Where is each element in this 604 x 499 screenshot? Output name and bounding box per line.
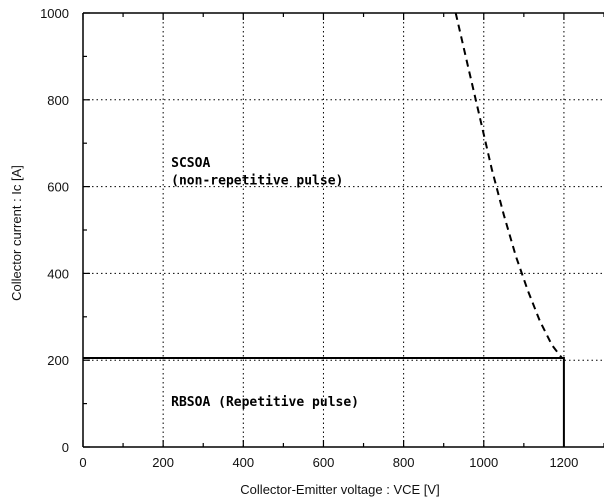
scsoa-sub-label: (non-repetitive pulse) bbox=[171, 173, 343, 188]
y-tick-label: 800 bbox=[47, 93, 69, 108]
y-tick-label: 400 bbox=[47, 266, 69, 281]
axes bbox=[82, 12, 604, 448]
rbsoa-limit-line bbox=[83, 357, 565, 447]
y-tick-label: 0 bbox=[62, 440, 69, 455]
x-tick-label: 800 bbox=[393, 455, 415, 470]
scsoa-title-label: SCSOA bbox=[171, 156, 210, 171]
series-group bbox=[83, 12, 565, 447]
x-tick-label: 400 bbox=[232, 455, 254, 470]
rbsoa-label: RBSOA (Repetitive pulse) bbox=[171, 395, 359, 410]
x-tick-label: 200 bbox=[152, 455, 174, 470]
x-tick-label: 1000 bbox=[469, 455, 498, 470]
y-axis-title: Collector current : Ic [A] bbox=[9, 165, 24, 301]
x-tick-label: 1200 bbox=[549, 455, 578, 470]
x-tick-label: 0 bbox=[79, 455, 86, 470]
tick-labels: 0 200 400 600 800 1000 1200 0 200 400 600 800 1000 bbox=[40, 6, 578, 470]
grid bbox=[83, 13, 604, 447]
y-tick-label: 200 bbox=[47, 353, 69, 368]
x-tick-label: 600 bbox=[313, 455, 335, 470]
y-tick-label: 1000 bbox=[40, 6, 69, 21]
annotations: SCSOA (non-repetitive pulse) RBSOA (Repeti… bbox=[171, 156, 359, 410]
x-axis-title: Collector-Emitter voltage : VCE [V] bbox=[240, 482, 439, 497]
scsoa-limit-line bbox=[454, 12, 563, 359]
y-tick-label: 600 bbox=[47, 180, 69, 195]
